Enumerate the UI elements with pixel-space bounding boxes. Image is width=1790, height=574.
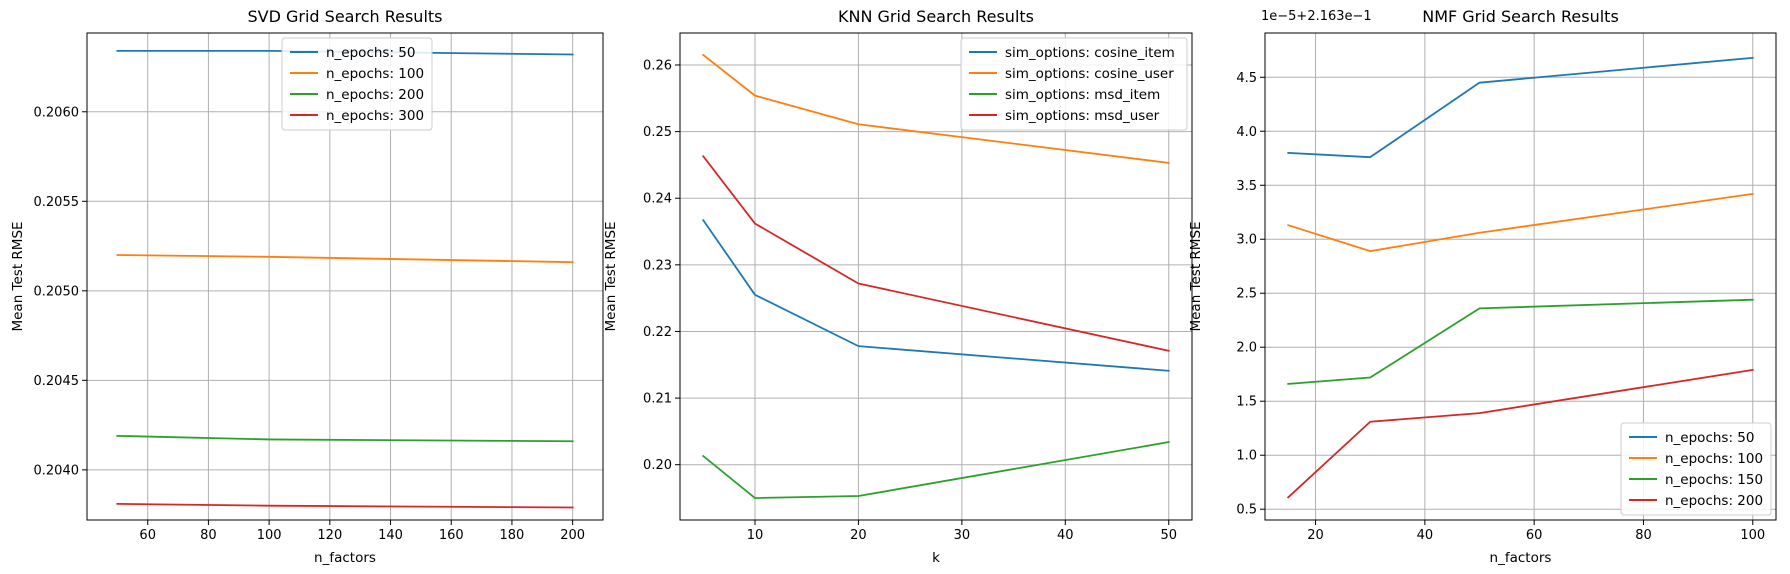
nmf-y-tick-label: 2.5 bbox=[1236, 287, 1257, 302]
nmf-series-line bbox=[1286, 368, 1754, 499]
nmf-chart-title: NMF Grid Search Results bbox=[1422, 7, 1619, 26]
knn-y-tick-label: 0.25 bbox=[643, 125, 672, 140]
knn-x-axis-label: k bbox=[932, 550, 940, 566]
svd-series-line bbox=[116, 434, 574, 443]
nmf-legend-label: n_epochs: 200 bbox=[1665, 493, 1763, 509]
knn-chart-title: KNN Grid Search Results bbox=[838, 7, 1034, 26]
svd-legend-label: n_epochs: 100 bbox=[326, 66, 424, 82]
nmf-chart: 20 40 60 80 100 0.5 1.0 1.5 2.0 2.5 3.0 3.5 4.0 4.5 NM… bbox=[1188, 7, 1777, 566]
knn-legend-box bbox=[960, 37, 1188, 131]
svd-x-tick-label: 180 bbox=[500, 528, 525, 543]
knn-x-tick-label: 50 bbox=[1160, 528, 1177, 543]
knn-y-tick-label: 0.24 bbox=[643, 192, 672, 207]
nmf-y-tick-label: 3.0 bbox=[1236, 233, 1257, 248]
nmf-x-tick-label: 40 bbox=[1417, 528, 1434, 543]
nmf-x-tick-label: 20 bbox=[1307, 528, 1324, 543]
nmf-y-tick-label: 3.5 bbox=[1236, 179, 1257, 194]
svd-series-line bbox=[116, 502, 574, 509]
knn-x-tick-label: 20 bbox=[850, 528, 867, 543]
svd-series-line bbox=[116, 50, 574, 56]
svd-chart-title: SVD Grid Search Results bbox=[248, 7, 443, 26]
nmf-x-axis-label: n_factors bbox=[1490, 550, 1552, 566]
knn-x-tick-label: 30 bbox=[954, 528, 971, 543]
nmf-legend-label: n_epochs: 100 bbox=[1665, 451, 1763, 467]
knn-plot-frame bbox=[679, 32, 1193, 521]
svd-legend-label: n_epochs: 300 bbox=[326, 108, 424, 124]
knn-y-axis-label: Mean Test RMSE bbox=[603, 221, 619, 331]
nmf-plot-frame bbox=[1264, 32, 1777, 521]
knn-series-line bbox=[702, 218, 1170, 372]
knn-y-tick-label: 0.21 bbox=[643, 392, 672, 407]
svd-x-tick-label: 80 bbox=[200, 528, 217, 543]
svd-y-tick-label: 0.2055 bbox=[34, 195, 80, 210]
svd-plot-frame bbox=[86, 32, 604, 521]
nmf-series-line bbox=[1287, 298, 1754, 385]
svd-x-axis-label: n_factors bbox=[314, 550, 376, 566]
svd-x-tick-label: 120 bbox=[317, 528, 342, 543]
svd-y-tick-label: 0.2050 bbox=[34, 284, 80, 299]
knn-y-tick-label: 0.23 bbox=[643, 258, 672, 273]
knn-x-tick-label: 10 bbox=[747, 528, 764, 543]
nmf-y-tick-label: 4.0 bbox=[1236, 125, 1257, 140]
nmf-y-axis-label: Mean Test RMSE bbox=[1188, 221, 1204, 331]
svd-x-tick-label: 60 bbox=[139, 528, 156, 543]
svd-x-tick-label: 160 bbox=[439, 528, 464, 543]
nmf-y-tick-label: 1.5 bbox=[1236, 395, 1257, 410]
svd-legend-label: n_epochs: 50 bbox=[326, 45, 415, 61]
svd-y-axis-label: Mean Test RMSE bbox=[10, 221, 26, 331]
svd-x-tick-label: 100 bbox=[257, 528, 282, 543]
nmf-y-tick-label: 0.5 bbox=[1236, 503, 1257, 518]
knn-legend-label: sim_options: cosine_user bbox=[1005, 66, 1174, 82]
svd-series-line bbox=[116, 254, 574, 264]
nmf-series-line bbox=[1287, 56, 1754, 159]
svd-legend-label: n_epochs: 200 bbox=[326, 87, 424, 103]
nmf-y-tick-label: 2.0 bbox=[1236, 341, 1257, 356]
knn-series-line bbox=[702, 53, 1170, 164]
nmf-y-tick-label: 1.0 bbox=[1236, 449, 1257, 464]
svd-y-tick-label: 0.2045 bbox=[34, 374, 80, 389]
knn-y-tick-label: 0.26 bbox=[643, 58, 672, 73]
knn-legend-label: sim_options: msd_user bbox=[1005, 108, 1160, 124]
knn-legend-label: sim_options: cosine_item bbox=[1005, 45, 1175, 61]
nmf-legend-label: n_epochs: 150 bbox=[1665, 472, 1763, 488]
knn-series-line bbox=[702, 154, 1170, 352]
svd-x-tick-label: 200 bbox=[560, 528, 585, 543]
svd-y-tick-label: 0.2040 bbox=[34, 463, 80, 478]
nmf-x-tick-label: 100 bbox=[1740, 528, 1765, 543]
svd-chart: 60 80 100 120 140 160 180 200 0.2040 0.2045 0.2050… bbox=[10, 7, 604, 566]
nmf-x-tick-label: 60 bbox=[1526, 528, 1543, 543]
knn-legend: sim_options: cosine_item sim_options: cos… bbox=[960, 37, 1188, 131]
knn-y-tick-label: 0.22 bbox=[643, 325, 672, 340]
nmf-series-line bbox=[1287, 192, 1754, 253]
nmf-x-tick-label: 80 bbox=[1635, 528, 1652, 543]
svd-x-tick-label: 140 bbox=[378, 528, 403, 543]
svd-legend-box bbox=[281, 37, 433, 131]
svd-legend: n_epochs: 50 n_epochs: 100 n_epochs: 200 n_… bbox=[281, 37, 433, 131]
nmf-legend-box bbox=[1620, 422, 1772, 516]
svd-y-tick-label: 0.2060 bbox=[34, 105, 80, 120]
nmf-legend-label: n_epochs: 50 bbox=[1665, 430, 1754, 446]
knn-y-tick-label: 0.20 bbox=[643, 458, 672, 473]
nmf-legend: n_epochs: 50 n_epochs: 100 n_epochs: 150 n_… bbox=[1620, 422, 1772, 516]
nmf-axis-offset-text: 1e−5+2.163e−1 bbox=[1261, 9, 1372, 24]
knn-series-line bbox=[702, 441, 1170, 499]
knn-legend-label: sim_options: msd_item bbox=[1005, 87, 1160, 103]
nmf-y-tick-label: 4.5 bbox=[1236, 71, 1257, 86]
knn-chart: 10 20 30 40 50 0.20 0.21 0.22 0.23 0.24 0.25 0.26 KN… bbox=[603, 7, 1193, 566]
knn-x-tick-label: 40 bbox=[1057, 528, 1074, 543]
